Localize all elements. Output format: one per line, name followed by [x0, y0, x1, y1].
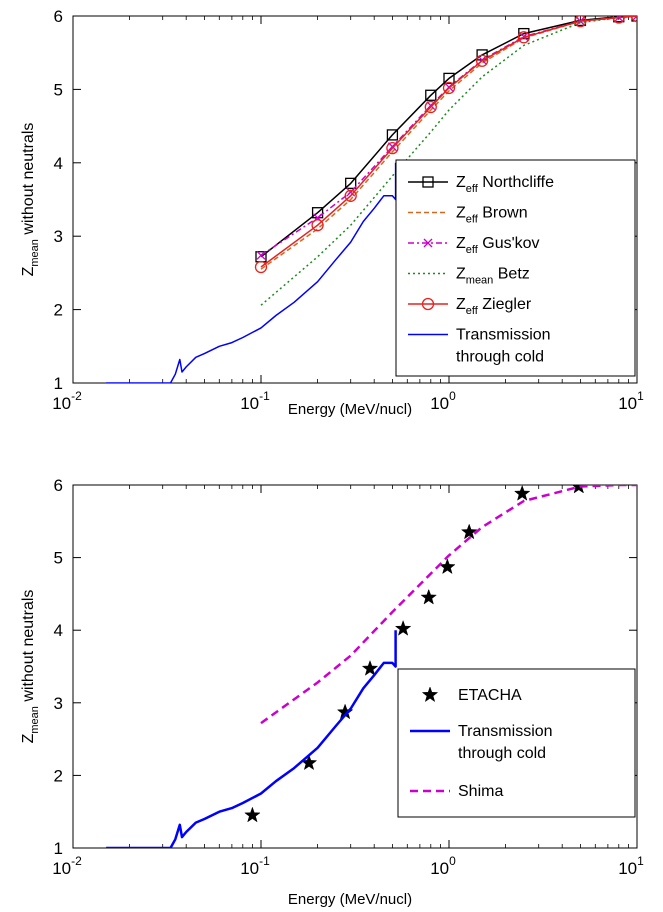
legend-label-z-ziegler: Zeff Ziegler — [456, 296, 532, 317]
y-tick-label: 4 — [54, 621, 63, 640]
y-tick-label: 5 — [54, 549, 63, 568]
data-point-z-northcliffe — [386, 129, 399, 141]
y-tick-label: 5 — [54, 80, 63, 99]
legend-label-z-northcliffe: Zeff Northcliffe — [456, 174, 554, 195]
data-point-z-ziegler — [424, 100, 437, 114]
data-point-z-northcliffe — [443, 72, 455, 85]
x-tick-label: 10-2 — [52, 854, 82, 878]
series-line-transmission — [106, 162, 397, 383]
chart-panel-2: 10-2 10-1 100 101 1 2 3 4 5 6 Energy (MeV/nucl) Zme… — [20, 476, 644, 908]
data-point-etacha — [394, 619, 412, 636]
x-tick-label: 100 — [430, 854, 456, 878]
legend-marker-z-northcliffe — [422, 176, 434, 188]
y-tick-label: 6 — [54, 476, 63, 495]
data-point-etacha — [460, 523, 478, 540]
data-point-z-ziegler — [344, 189, 357, 202]
series-layer — [106, 16, 637, 383]
legend-label-z-brown: Zeff Brown — [456, 205, 528, 226]
data-point-z-ziegler — [574, 16, 587, 28]
legend-label-shima: Shima — [458, 783, 503, 800]
legend-marker-etacha — [421, 686, 439, 703]
legend: ETACHA Transmission through cold Shima — [397, 668, 636, 818]
chart-panel-1: 10-2 10-1 100 101 1 2 3 4 5 6 Energy (MeV/nucl) Zme… — [20, 7, 644, 418]
data-point-z-ziegler — [475, 54, 489, 67]
legend-label-z-betz: Zmean Betz — [456, 266, 530, 287]
legend-label-transmission-line2: through cold — [458, 745, 546, 762]
y-tick-label: 1 — [54, 839, 63, 858]
y-tick-label: 3 — [54, 694, 63, 713]
x-tick-label: 10-2 — [52, 389, 82, 413]
legend-label-transmission: Transmission — [458, 723, 553, 740]
series-layer — [106, 485, 637, 848]
legend-label-transmission: Transmission — [456, 327, 551, 344]
y-tick-label: 4 — [54, 154, 63, 173]
legend-box — [397, 668, 636, 818]
data-point-z-northcliffe — [518, 27, 530, 40]
x-axis-title: Energy (MeV/nucl) — [288, 401, 412, 418]
series-line-transmission — [106, 630, 397, 848]
legend: Zeff Northcliffe Zeff Brown Zeff Gus'kov Zm… — [395, 159, 636, 377]
data-point-z-ziegler — [442, 81, 456, 95]
legend-label-transmission-line2: through cold — [456, 349, 544, 366]
y-tick-label: 2 — [54, 766, 63, 785]
y-tick-label: 1 — [54, 374, 63, 393]
legend-label-etacha: ETACHA — [458, 687, 522, 704]
data-point-etacha — [513, 485, 531, 501]
data-point-z-gus-kov — [632, 16, 637, 21]
series-line-z-ziegler — [260, 16, 637, 268]
legend-marker-z-ziegler — [421, 297, 435, 311]
data-point-z-northcliffe — [425, 89, 437, 101]
data-point-z-gus-kov — [346, 187, 356, 197]
data-point-etacha — [420, 588, 438, 605]
data-point-z-gus-kov — [256, 250, 266, 260]
y-tick-label: 6 — [54, 7, 63, 26]
y-axis-title: Zmean without neutrals — [20, 590, 41, 744]
x-tick-label: 101 — [618, 389, 644, 413]
data-point-z-ziegler — [612, 16, 625, 24]
y-tick-label: 3 — [54, 227, 63, 246]
y-axis-title-group: Zmean without neutrals — [20, 590, 41, 744]
y-tick-label: 2 — [54, 301, 63, 320]
data-point-etacha — [244, 806, 261, 823]
x-tick-label: 10-1 — [240, 389, 270, 413]
data-point-z-ziegler — [517, 31, 530, 44]
y-axis-title: Zmean without neutrals — [20, 123, 41, 277]
x-tick-label: 100 — [430, 389, 456, 413]
series-line-z-betz — [260, 16, 637, 306]
legend-marker-z-gus-kov — [423, 238, 433, 248]
x-tick-label: 10-1 — [240, 854, 270, 878]
data-point-etacha — [361, 659, 379, 676]
data-point-z-ziegler — [311, 219, 324, 232]
series-line-shima — [260, 485, 637, 725]
x-tick-label: 101 — [618, 854, 644, 878]
data-point-z-ziegler — [386, 141, 399, 155]
x-axis-title: Energy (MeV/nucl) — [288, 891, 412, 908]
legend-box — [395, 159, 636, 377]
data-point-z-northcliffe — [345, 177, 357, 190]
data-point-z-ziegler — [254, 260, 268, 274]
legend-label-z-gus-kov: Zeff Gus'kov — [456, 235, 540, 256]
y-axis-title-group: Zmean without neutrals — [20, 123, 41, 277]
